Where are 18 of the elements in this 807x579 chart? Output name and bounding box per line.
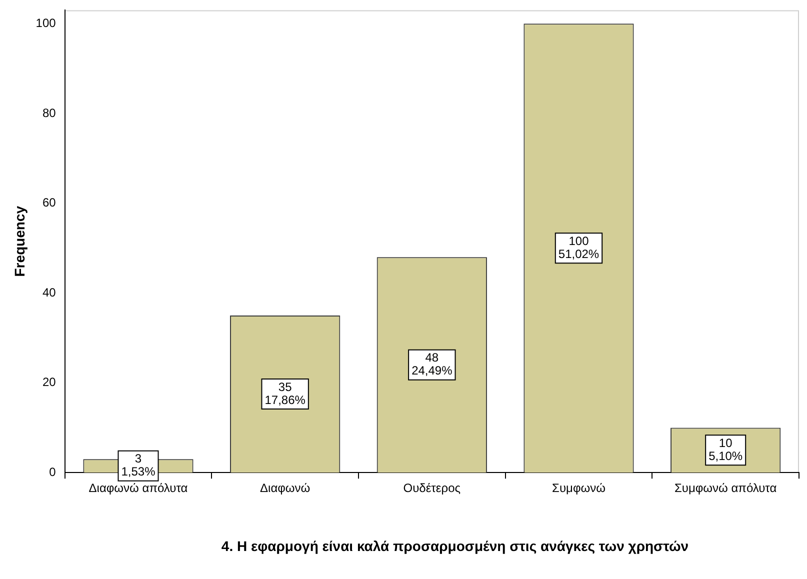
- y-tick-label: 100: [36, 16, 56, 30]
- x-tick-label: Συμφωνώ: [552, 481, 606, 496]
- x-tick-label: Ουδέτερος: [403, 481, 461, 496]
- data-label: 48 24,49%: [412, 350, 453, 378]
- y-tick-label: 20: [42, 375, 56, 390]
- data-label: 35 17,86%: [264, 380, 306, 407]
- y-tick-label: 40: [42, 285, 56, 300]
- x-axis-title: 4. Η εφαρμογή είναι καλά προσαρμοσμένη στις ανάγκες των χρηστών: [220, 538, 690, 554]
- data-label: 3 1,53%: [121, 452, 156, 479]
- x-tick-label: Συμφωνώ απόλυτα: [674, 481, 777, 496]
- y-tick-label: 0: [49, 464, 56, 479]
- data-label: 100 51,02%: [558, 234, 600, 261]
- y-tick-label: 80: [42, 106, 56, 120]
- y-axis-title: Frequency: [11, 206, 28, 277]
- x-tick-label: Διαφωνώ: [260, 481, 310, 496]
- data-label: 10 5,10%: [708, 436, 743, 463]
- x-tick-label: Διαφωνώ απόλυτα: [88, 481, 188, 496]
- y-tick-label: 60: [42, 196, 56, 210]
